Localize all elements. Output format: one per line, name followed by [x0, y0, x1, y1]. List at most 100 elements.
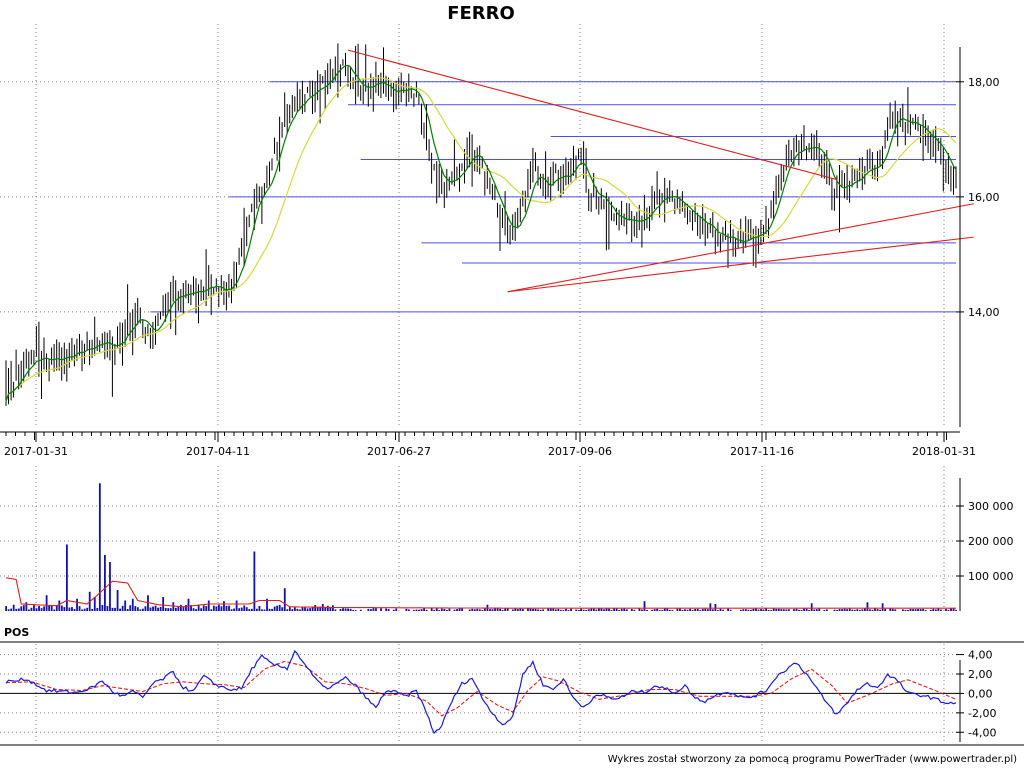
- volume-bar: [344, 608, 347, 611]
- volume-bar: [798, 609, 800, 611]
- volume-bar: [605, 608, 608, 611]
- volume-bar: [200, 608, 203, 611]
- volume-bar: [765, 608, 767, 611]
- volume-bar: [623, 608, 626, 611]
- volume-bar: [96, 608, 99, 611]
- volume-bar: [577, 609, 580, 611]
- volume-bar: [729, 609, 732, 611]
- volume-bar: [869, 609, 871, 611]
- volume-bar: [180, 604, 182, 611]
- volume-bar: [795, 608, 798, 611]
- volume-bar: [560, 609, 562, 611]
- volume-bar: [121, 605, 124, 611]
- volume-bar: [10, 608, 13, 611]
- volume-bar: [114, 607, 116, 611]
- volume-bar: [666, 608, 669, 611]
- volume-bar: [813, 609, 816, 611]
- volume-bar: [663, 608, 666, 611]
- volume-bar: [258, 605, 261, 611]
- volume-bar: [907, 609, 909, 611]
- volume-bar: [149, 607, 152, 611]
- volume-bar: [600, 608, 603, 611]
- volume-bar: [866, 602, 869, 611]
- volume-bar: [696, 608, 699, 611]
- volume-bar: [136, 607, 139, 611]
- volume-bar: [55, 605, 58, 611]
- volume-bar: [889, 608, 892, 611]
- volume-bar: [142, 608, 144, 611]
- volume-bar: [494, 608, 496, 611]
- volume-bar: [35, 608, 38, 611]
- volume-bar: [375, 608, 377, 611]
- volume-bar: [68, 607, 71, 611]
- volume-y-tick-label: 100 000: [968, 570, 1014, 583]
- volume-bar: [473, 609, 476, 611]
- volume-bar: [598, 608, 600, 611]
- volume-bar: [230, 609, 233, 611]
- volume-bar: [324, 607, 327, 611]
- x-tick-label: 2018-01-31: [912, 445, 976, 458]
- volume-bar: [843, 608, 846, 611]
- volume-bar: [291, 609, 294, 611]
- volume-bar: [218, 604, 220, 611]
- volume-bar: [423, 608, 425, 611]
- trendline-2: [507, 236, 974, 293]
- volume-bar: [653, 609, 656, 611]
- volume-bar: [131, 598, 134, 611]
- volume-bar: [5, 606, 7, 611]
- x-tick-label: 2017-11-16: [730, 445, 794, 458]
- volume-bar: [238, 608, 241, 611]
- volume-bar: [922, 608, 925, 611]
- volume-bar: [527, 608, 529, 611]
- volume-bar: [60, 605, 63, 611]
- volume-bar: [785, 609, 788, 611]
- volume-bar: [719, 608, 722, 611]
- volume-bar: [359, 609, 362, 611]
- volume-bar: [205, 606, 208, 611]
- volume-bar: [212, 605, 215, 611]
- volume-bar: [387, 609, 390, 611]
- volume-bar: [562, 610, 565, 611]
- volume-bar: [448, 608, 451, 611]
- volume-bar: [950, 608, 952, 611]
- volume-bar: [514, 608, 517, 611]
- volume-bar: [33, 605, 35, 611]
- volume-bar: [17, 608, 20, 611]
- volume-bars: [5, 483, 957, 611]
- volume-bar: [248, 609, 251, 611]
- moving-average-short-line: [5, 64, 957, 402]
- volume-bar: [446, 609, 448, 611]
- volume-bar: [772, 608, 775, 611]
- volume-bar: [268, 608, 271, 611]
- volume-bar: [676, 608, 679, 611]
- volume-bar: [456, 609, 458, 611]
- volume-bar: [261, 609, 263, 611]
- volume-bar: [712, 609, 714, 611]
- volume-bar: [864, 608, 866, 611]
- pos-y-tick-label: 0,00: [968, 687, 993, 700]
- volume-bar: [253, 551, 256, 611]
- volume-bar: [167, 608, 170, 611]
- volume-bar: [372, 608, 375, 611]
- volume-bar: [714, 604, 717, 611]
- volume-bar: [215, 606, 218, 611]
- volume-bar: [516, 609, 519, 611]
- volume-bar: [309, 608, 311, 611]
- moving-average-long-line: [5, 77, 957, 402]
- volume-bar: [197, 605, 200, 611]
- volume-bar: [478, 609, 481, 611]
- volume-bar: [395, 608, 398, 611]
- volume-bar: [851, 609, 854, 611]
- volume-bar: [111, 607, 114, 611]
- volume-bar: [413, 609, 415, 611]
- volume-bar: [856, 609, 859, 611]
- volume-bar: [501, 609, 504, 611]
- volume-bar: [613, 608, 615, 611]
- price-y-tick-label: 18,00: [968, 76, 1000, 89]
- volume-bar: [334, 609, 337, 611]
- volume-bar: [25, 602, 28, 611]
- volume-bar: [519, 608, 522, 611]
- volume-bar: [20, 606, 23, 611]
- volume-bar: [159, 606, 162, 611]
- x-tick-label: 2017-01-31: [4, 445, 68, 458]
